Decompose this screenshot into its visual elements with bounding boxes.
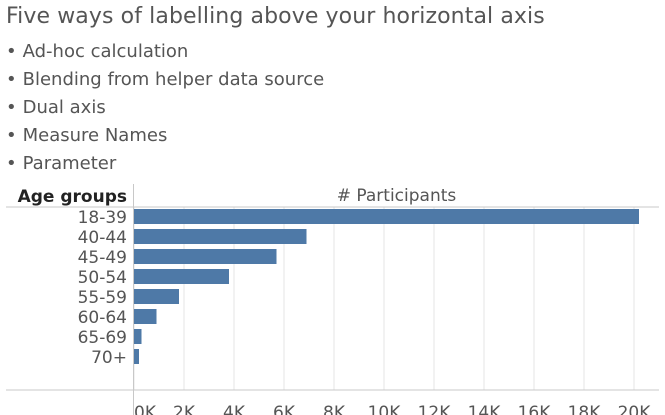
x-tick-label: 6K [273, 403, 296, 415]
x-tick-label: 20K [618, 403, 652, 415]
bullet-list: Ad-hoc calculation Blending from helper … [6, 38, 325, 178]
bar [134, 249, 277, 264]
chart-title: Five ways of labelling above your horizo… [6, 4, 545, 29]
bar [134, 229, 307, 244]
x-tick-label: 12K [418, 403, 452, 415]
bullet-item: Parameter [6, 150, 324, 178]
bar [134, 329, 142, 344]
bar [134, 209, 639, 224]
category-label: 65-69 [78, 328, 127, 348]
category-label: 70+ [91, 348, 127, 368]
category-label: 40-44 [78, 228, 127, 248]
x-tick-label: 2K [173, 403, 196, 415]
bar [134, 309, 157, 324]
x-tick-label: 14K [468, 403, 502, 415]
x-tick-label: 4K [223, 403, 246, 415]
category-label: 50-54 [78, 268, 127, 288]
bullet-item: Ad-hoc calculation [6, 38, 324, 66]
category-label: 45-49 [78, 248, 127, 268]
bullet-item: Blending from helper data source [6, 66, 325, 94]
bar [134, 349, 139, 364]
bar [134, 269, 229, 284]
bar [134, 289, 179, 304]
category-label: 18-39 [78, 208, 127, 228]
x-tick-label: 0K [134, 403, 157, 415]
column-header-label: # Participants [337, 186, 457, 206]
category-label: 60-64 [78, 308, 127, 328]
x-tick-label: 10K [368, 403, 402, 415]
bullet-item: Measure Names [6, 122, 324, 150]
category-label: 55-59 [78, 288, 127, 308]
bar-chart: Age groups # Participants18-3940-4445-495… [6, 184, 659, 415]
x-tick-label: 16K [518, 403, 552, 415]
x-tick-label: 18K [568, 403, 602, 415]
row-header-label: Age groups [18, 187, 127, 207]
bullet-item: Dual axis [6, 94, 324, 122]
x-tick-label: 8K [323, 403, 346, 415]
